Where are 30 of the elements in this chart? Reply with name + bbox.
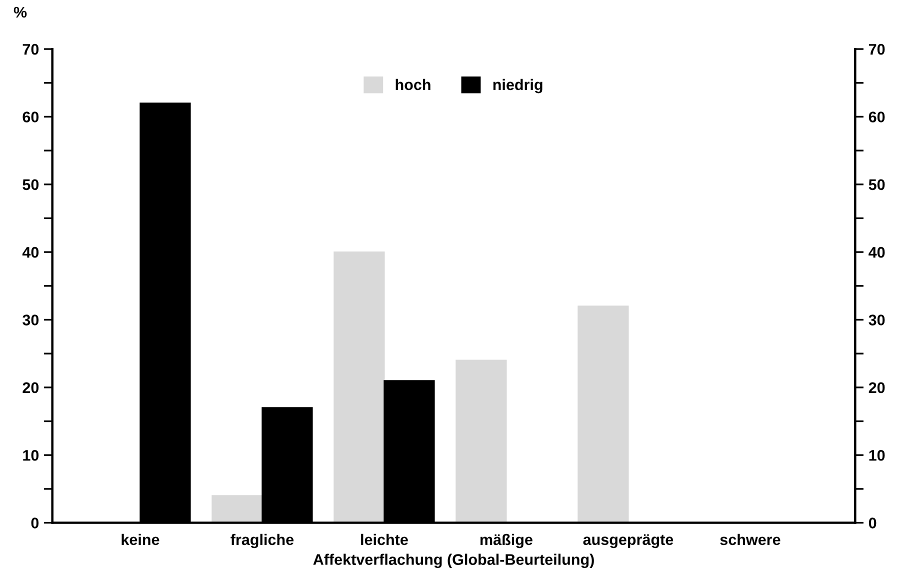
y-tick-label: 50 — [22, 179, 39, 190]
y-tick-label: 70 — [22, 44, 39, 55]
y2-tick-label: 30 — [868, 314, 885, 326]
y-tick-label: 40 — [22, 246, 39, 258]
y-axis-title: % — [14, 6, 27, 18]
y-tick-label: 10 — [23, 450, 39, 461]
y2-tick-label: 50 — [868, 179, 885, 190]
x-tick-label: keine — [122, 534, 160, 546]
y2-tick-label: 20 — [868, 382, 885, 394]
y2-tick-label: 10 — [869, 450, 885, 461]
x-tick-label: mäßige — [480, 534, 532, 548]
x-tick-label: schwere — [720, 534, 780, 546]
x-tick-label: fragliche — [230, 534, 294, 548]
x-tick-label: leichte — [361, 534, 408, 546]
x-axis-title: Affektverflachung (Global-Beurteilung) — [313, 554, 594, 568]
y2-tick-label: 40 — [868, 246, 885, 258]
y-tick-label: 20 — [22, 382, 39, 394]
legend-label: niedrig — [493, 78, 542, 94]
x-tick-label: ausgeprägte — [583, 534, 674, 548]
y2-tick-label: 70 — [868, 44, 885, 55]
bar — [578, 306, 629, 523]
y-tick-label: 30 — [22, 314, 39, 326]
y2-tick-label: 0 — [868, 518, 876, 528]
bar — [456, 360, 507, 523]
y-tick-label: 60 — [22, 112, 39, 122]
y2-tick-label: 60 — [868, 112, 885, 122]
bar — [212, 495, 263, 523]
bar — [334, 252, 385, 523]
legend-label: hoch — [396, 78, 430, 90]
y-tick-label: 0 — [31, 518, 39, 528]
